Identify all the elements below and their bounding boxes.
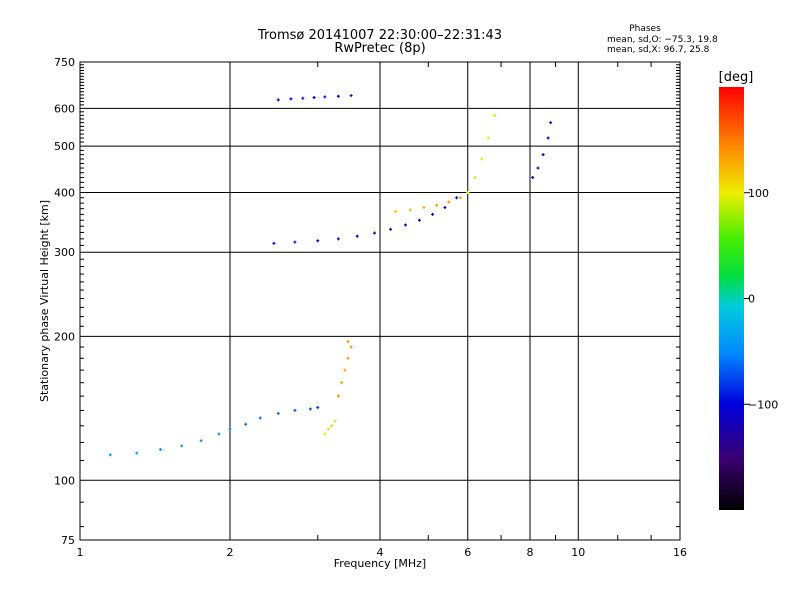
data-point — [431, 212, 435, 216]
data-point — [493, 113, 497, 117]
data-points — [108, 94, 553, 457]
data-point — [447, 200, 451, 204]
data-point — [549, 121, 553, 125]
phases-heading: Phases — [629, 24, 661, 34]
y-tick-label: 300 — [54, 246, 75, 259]
data-point — [455, 196, 459, 200]
data-point — [316, 405, 320, 409]
x-tick-label: 8 — [527, 546, 534, 559]
data-point — [308, 407, 312, 411]
data-point — [346, 340, 350, 344]
chart-title: Tromsø 20141007 22:30:00–22:31:43 — [257, 28, 502, 43]
data-point — [301, 96, 305, 100]
colorbar-gradient — [719, 87, 744, 510]
data-point — [422, 206, 426, 210]
y-tick-label: 500 — [54, 140, 75, 153]
data-point — [546, 136, 550, 140]
colorbar-ticks: 100 0 −100 — [744, 187, 778, 411]
data-point — [244, 422, 248, 426]
data-point — [180, 444, 184, 448]
data-point — [217, 432, 221, 436]
data-point — [258, 416, 262, 420]
x-tick-label: 1 — [77, 546, 84, 559]
data-point — [316, 239, 320, 243]
data-point — [336, 94, 340, 98]
data-point — [458, 196, 462, 200]
colorbar-label: [deg] — [719, 70, 754, 85]
data-point — [346, 356, 350, 360]
data-point — [323, 432, 327, 436]
data-point — [417, 218, 421, 222]
chart-subtitle: RwPretec (8p) — [334, 41, 425, 56]
data-point — [323, 95, 327, 99]
y-tick-label: 75 — [61, 534, 75, 547]
data-point — [355, 234, 359, 238]
colorbar-tick-label: −100 — [748, 398, 778, 411]
data-point — [343, 368, 347, 372]
data-point — [486, 136, 490, 140]
data-point — [312, 96, 316, 100]
data-point — [108, 453, 112, 457]
data-point — [276, 411, 280, 415]
data-point — [276, 98, 280, 102]
x-tick-label: 4 — [377, 546, 384, 559]
data-point — [330, 424, 334, 428]
data-point — [135, 451, 139, 455]
data-point — [158, 447, 162, 451]
data-point — [443, 206, 447, 210]
data-point — [199, 439, 203, 443]
data-point — [228, 427, 232, 431]
data-point — [541, 153, 545, 157]
x-tick-label: 10 — [571, 546, 585, 559]
phases-o-stats: mean, sd,O: −75.3, 19.8 — [607, 35, 718, 45]
y-axis-ticks: 75 100 200 300 400 500 600 750 — [54, 56, 680, 547]
y-tick-label: 600 — [54, 102, 75, 115]
data-point — [480, 157, 484, 161]
data-point — [536, 166, 540, 170]
x-tick-label: 2 — [227, 546, 234, 559]
y-tick-label: 200 — [54, 330, 75, 343]
data-point — [336, 237, 340, 241]
x-tick-label: 6 — [464, 546, 471, 559]
x-axis-ticks: 1 2 4 6 8 10 16 — [77, 62, 687, 559]
data-point — [473, 175, 477, 179]
data-point — [466, 190, 470, 194]
data-point — [289, 97, 293, 101]
data-point — [435, 203, 439, 207]
data-point — [272, 241, 276, 245]
data-point — [389, 227, 393, 231]
data-point — [349, 345, 353, 349]
x-axis-label: Frequency [MHz] — [334, 557, 426, 570]
data-point — [408, 208, 412, 212]
colorbar-tick-label: 100 — [748, 187, 769, 200]
data-point — [336, 394, 340, 398]
data-point — [394, 210, 398, 214]
data-point — [403, 223, 407, 227]
data-point — [293, 240, 297, 244]
y-axis-label: Stationary phase Virtual Height [km] — [38, 200, 51, 402]
colorbar-tick-label: 0 — [748, 293, 755, 306]
y-tick-label: 750 — [54, 56, 75, 69]
data-point — [349, 94, 353, 98]
grid-lines — [80, 62, 680, 540]
data-point — [293, 408, 297, 412]
x-tick-label: 16 — [673, 546, 687, 559]
data-point — [333, 419, 337, 423]
y-tick-label: 100 — [54, 474, 75, 487]
plot-area: 1 2 4 6 8 10 16 75 100 200 300 400 500 600 750 — [54, 56, 687, 559]
data-point — [340, 381, 344, 385]
colorbar: [deg] 100 0 −100 — [719, 70, 778, 510]
data-point — [531, 175, 535, 179]
data-point — [373, 231, 377, 235]
phases-x-stats: mean, sd,X: 96.7, 25.8 — [607, 45, 710, 55]
y-tick-label: 400 — [54, 186, 75, 199]
data-point — [326, 427, 330, 431]
